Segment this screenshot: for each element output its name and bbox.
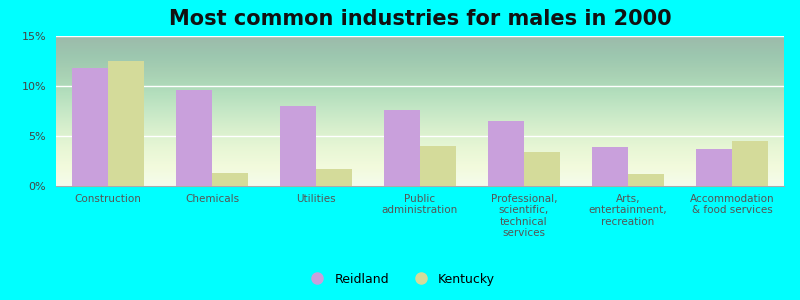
Bar [592,147,628,186]
Title: Most common industries for males in 2000: Most common industries for males in 2000 [169,9,671,29]
Bar [212,173,248,186]
Bar [696,149,732,186]
Bar [316,169,352,186]
Legend: Reidland, Kentucky: Reidland, Kentucky [300,268,500,291]
Bar [280,106,316,186]
Bar [628,174,664,186]
Bar [384,110,420,186]
Bar [108,61,145,186]
Bar [732,141,768,186]
Bar [488,121,524,186]
Bar [176,90,212,186]
Bar [524,152,560,186]
Bar [72,68,108,186]
Bar [420,146,456,186]
